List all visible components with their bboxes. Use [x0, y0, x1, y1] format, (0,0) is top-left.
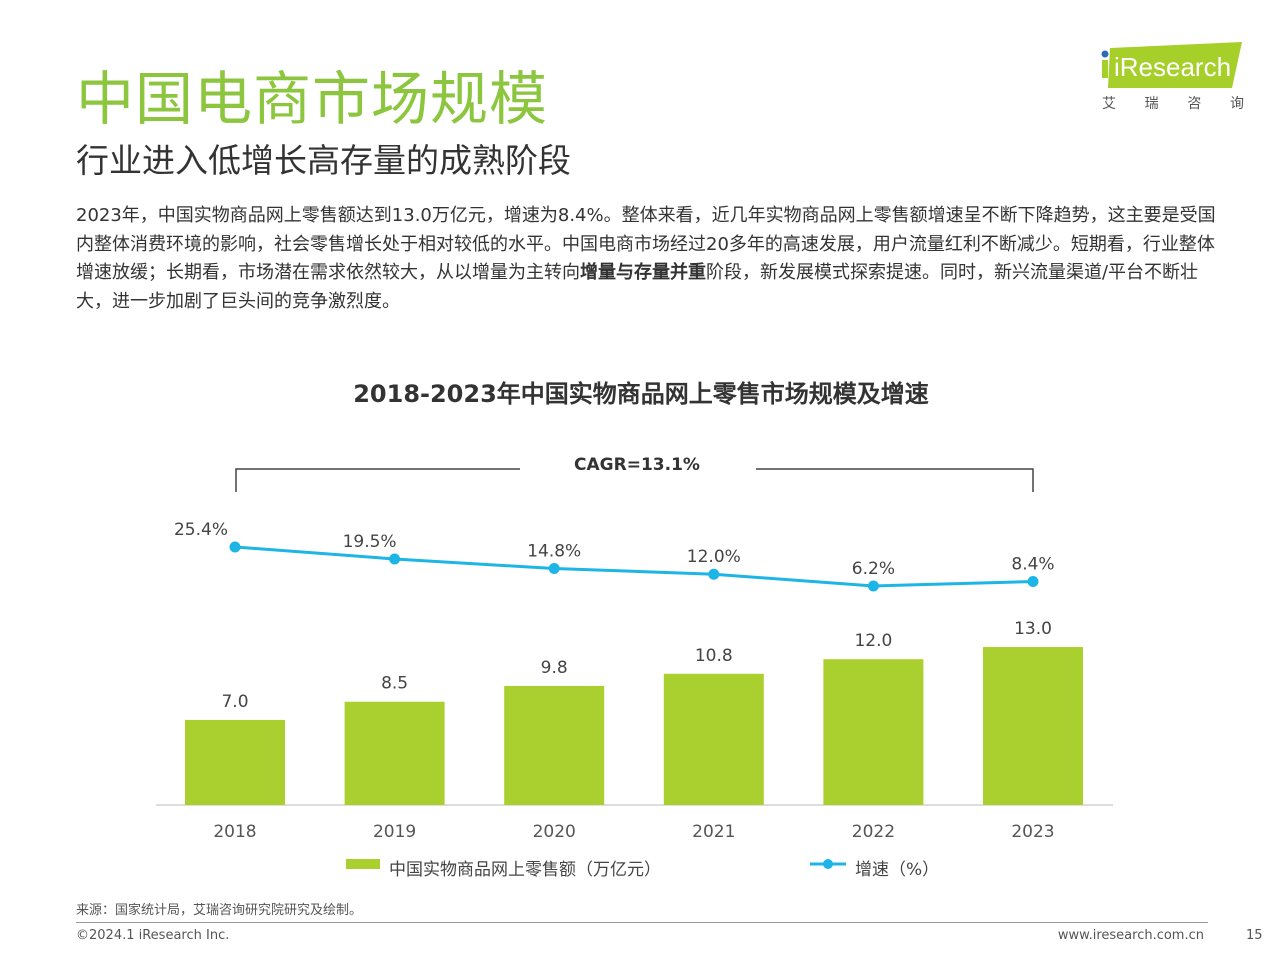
- growth-point-2021: [708, 568, 720, 580]
- growth-point-2020: [548, 563, 560, 575]
- growth-label-2019: 19.5%: [343, 532, 397, 552]
- logo-char: 艾: [1102, 96, 1116, 112]
- legend: 中国实物商品网上零售额（万亿元） 增速（%）: [346, 859, 939, 880]
- bar-label-2018: 7.0: [221, 692, 248, 712]
- page-title: 中国电商市场规模: [76, 65, 549, 133]
- growth-line: [234, 545, 1034, 588]
- growth-label-2020: 14.8%: [527, 542, 581, 562]
- bar-label-2022: 12.0: [854, 631, 892, 651]
- paragraph-bold: 增量与存量并重: [580, 262, 706, 283]
- chart-title: 2018-2023年中国实物商品网上零售市场规模及增速: [353, 380, 929, 408]
- growth-point-2023: [1027, 576, 1039, 588]
- footer-divider: [76, 922, 1208, 923]
- page-subtitle: 行业进入低增长高存量的成熟阶段: [76, 141, 571, 180]
- growth-label-2021: 12.0%: [687, 547, 741, 567]
- growth-label-2023: 8.4%: [1011, 555, 1054, 575]
- logo-text: iResearch: [1114, 52, 1231, 82]
- legend-line-label: 增速（%）: [855, 860, 939, 880]
- legend-bar-swatch: [346, 859, 380, 869]
- paragraph-text: 2023年，中国实物商品网上零售额达到13.0万亿元，增速为8.4%。整体来看，…: [76, 205, 1216, 283]
- legend-bar-label: 中国实物商品网上零售额（万亿元）: [389, 860, 661, 880]
- cagr-bracket: CAGR=13.1%: [235, 455, 1034, 492]
- logo-char: 咨: [1187, 96, 1202, 112]
- paragraph-text: 阶段，新发展模式探索提速。同时，新兴流量渠道/平台不断壮大，进一步加剧了巨头间的…: [76, 262, 1199, 312]
- x-tick-2018: 2018: [213, 822, 256, 842]
- website-link[interactable]: www.iresearch.com.cn: [1057, 928, 1204, 943]
- bar-label-2023: 13.0: [1014, 619, 1052, 639]
- growth-label-2022: 6.2%: [852, 559, 895, 579]
- cagr-label: CAGR=13.1%: [574, 455, 700, 475]
- growth-point-2018: [229, 541, 241, 553]
- bar-2021: [663, 673, 764, 805]
- bar-2020: [504, 685, 605, 805]
- bar-label-2021: 10.8: [695, 646, 733, 666]
- chart: CAGR=13.1% 7.0 2018 8.5 2019 9.8 2020 10.8 2021…: [156, 455, 1113, 880]
- logo-char: 询: [1229, 96, 1244, 112]
- x-tick-2022: 2022: [852, 822, 895, 842]
- page-number: 15: [1246, 928, 1263, 943]
- x-tick-2023: 2023: [1011, 822, 1054, 842]
- bar-label-2019: 8.5: [381, 674, 408, 694]
- legend-line-marker: [823, 859, 833, 869]
- growth-label-2018: 25.4%: [174, 520, 228, 540]
- source-note: 来源：国家统计局，艾瑞咨询研究院研究及绘制。: [76, 903, 363, 918]
- growth-point-2022: [867, 580, 879, 592]
- growth-point-2019: [389, 553, 401, 565]
- summary-paragraph: 2023年，中国实物商品网上零售额达到13.0万亿元，增速为8.4%。整体来看，…: [76, 202, 1216, 316]
- bar-2023: [983, 647, 1083, 805]
- logo-chinese: 艾 瑞 咨 询: [1102, 93, 1244, 113]
- bar-2018: [185, 719, 285, 805]
- x-tick-2021: 2021: [692, 822, 735, 842]
- bar-2022: [823, 659, 924, 805]
- logo-char: 瑞: [1144, 96, 1159, 112]
- iresearch-logo: iResearch: [1101, 42, 1242, 88]
- x-tick-2019: 2019: [373, 822, 416, 842]
- x-tick-2020: 2020: [533, 822, 576, 842]
- bar-label-2020: 9.8: [541, 658, 568, 678]
- copyright: ©2024.1 iResearch Inc.: [76, 928, 230, 943]
- bar-2019: [344, 701, 445, 805]
